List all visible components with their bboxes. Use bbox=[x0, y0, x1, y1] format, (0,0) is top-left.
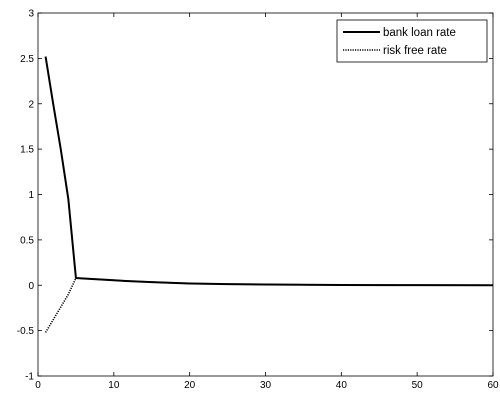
y-tick-label: 2.5 bbox=[20, 54, 34, 65]
legend-label-bank-loan-rate: bank loan rate bbox=[383, 27, 456, 39]
x-tick-label: 50 bbox=[412, 380, 424, 391]
legend: bank loan rate risk free rate bbox=[336, 19, 488, 63]
x-tick-label: 0 bbox=[35, 380, 41, 391]
y-tick-label: 1.5 bbox=[20, 145, 34, 156]
x-tick-label: 30 bbox=[260, 380, 272, 391]
y-tick-label: -0.5 bbox=[17, 326, 35, 337]
plot-area-frame bbox=[37, 12, 494, 377]
series-layer bbox=[44, 56, 494, 333]
x-tick-label: 20 bbox=[184, 380, 196, 391]
x-tick-label: 60 bbox=[487, 380, 499, 391]
y-tick-label: 2 bbox=[28, 99, 34, 110]
legend-box bbox=[336, 19, 488, 63]
legend-label-risk-free-rate: risk free rate bbox=[383, 45, 447, 57]
y-tick-label: 1 bbox=[28, 190, 34, 201]
y-tick-label: 0.5 bbox=[20, 235, 34, 246]
x-tick-label: 40 bbox=[336, 380, 348, 391]
x-axis-ticks: 0 10 20 30 40 50 60 bbox=[35, 13, 499, 391]
series-line-risk-free-rate bbox=[44, 277, 494, 333]
series-line-bank-loan-rate bbox=[44, 56, 494, 287]
y-axis-ticks: -1 -0.5 0 0.5 1 1.5 2 2.5 3 bbox=[17, 9, 493, 383]
y-tick-label: -1 bbox=[25, 372, 34, 383]
y-tick-label: 3 bbox=[28, 9, 34, 20]
x-tick-label: 10 bbox=[108, 380, 120, 391]
y-tick-label: 0 bbox=[28, 281, 34, 292]
